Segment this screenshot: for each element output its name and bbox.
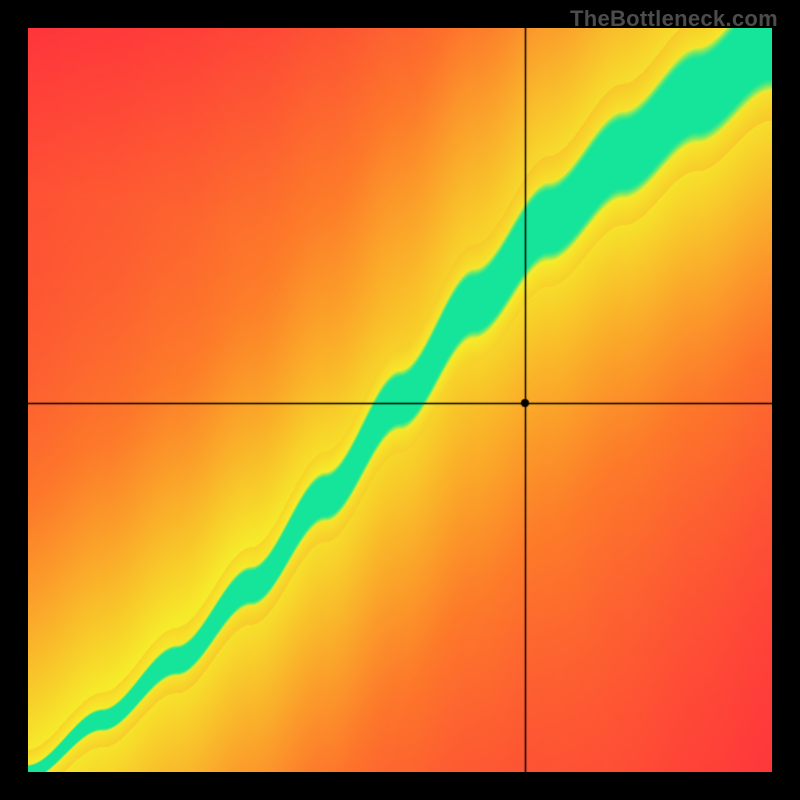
crosshair-overlay [28, 28, 772, 772]
bottleneck-heatmap [28, 28, 772, 772]
watermark-text: TheBottleneck.com [570, 6, 778, 32]
